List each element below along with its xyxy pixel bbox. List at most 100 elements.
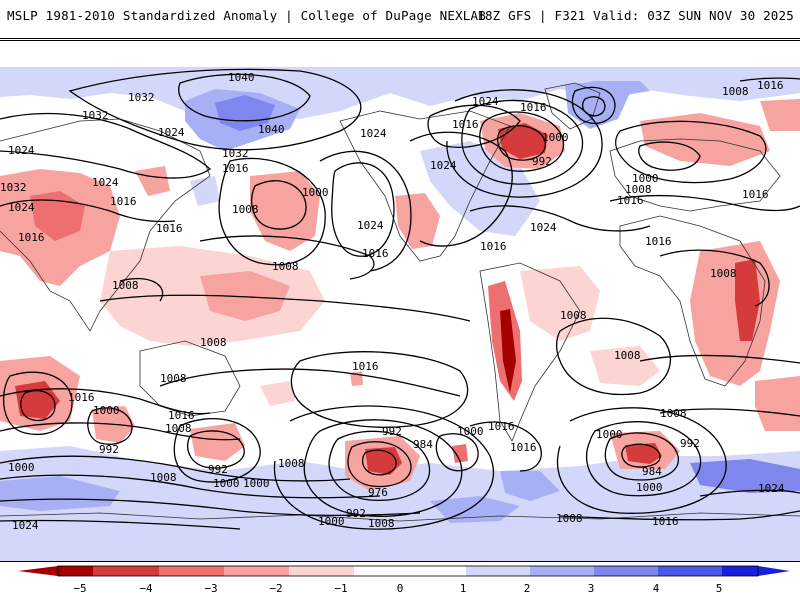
- negative-anomaly-fields: [0, 99, 800, 491]
- isobar-label: 1008: [710, 267, 737, 280]
- isobar-labels: 1040 1032 1032 1024 1040 1032 1016 1024 …: [0, 71, 785, 532]
- colorbar-segment: [466, 566, 530, 576]
- colorbar-segment: [58, 566, 93, 576]
- isobar-1008-equatorial-pacific: [99, 294, 471, 322]
- isobar-1016-mid-pacific: [199, 235, 375, 280]
- isobar-label: 1016: [480, 240, 507, 253]
- isobar-1024-atlantic: [469, 205, 651, 232]
- anomaly-map: 1040 1032 1032 1024 1040 1032 1016 1024 …: [0, 40, 800, 562]
- isobar-1032-greenland-high: [581, 96, 606, 117]
- isobar-1000-south-indian-low: [2, 371, 73, 435]
- isobar-label: 1008: [368, 517, 395, 530]
- isobar-1016-south-pacific-high: [290, 351, 469, 428]
- colorbar: −5 −4 −3 −2 −1 0 1 2 3 4 5: [18, 565, 790, 595]
- isobar-label: 1008: [200, 336, 227, 349]
- isobar-label: 1008: [272, 260, 299, 273]
- isobar-label: 1040: [258, 123, 285, 136]
- colorbar-segment: [354, 566, 466, 576]
- negative-anomaly-andes-core: [500, 309, 516, 393]
- isobar-1000-tasman: [173, 418, 261, 483]
- isobar-label: 1016: [488, 420, 515, 433]
- isobar-label: 1000: [213, 477, 240, 490]
- isobar-label: 1016: [645, 235, 672, 248]
- isobar-1008-south-indian-east: [659, 408, 800, 417]
- negative-anomaly-tasman: [190, 423, 245, 461]
- isobar-label: 1016: [18, 231, 45, 244]
- colorbar-tick: 1: [460, 582, 467, 595]
- isobar-label: 1016: [617, 194, 644, 207]
- coastline-africa: [619, 215, 766, 387]
- colorbar-tick: −4: [139, 582, 153, 595]
- negative-anomaly-europe: [640, 113, 770, 166]
- isobar-label: 1024: [357, 219, 384, 232]
- negative-anomaly-south-atlantic-low-core: [625, 443, 662, 464]
- map-canvas: 1040 1032 1032 1024 1040 1032 1016 1024 …: [0, 41, 800, 561]
- positive-anomaly-southern-ocean: [0, 446, 800, 561]
- coastline-antarctica: [0, 512, 800, 522]
- isobar-1024-southern-west: [0, 519, 241, 530]
- isobar-label: 1000: [243, 477, 270, 490]
- isobar-1024-east-pacific-high: [331, 162, 395, 257]
- model-run-info: 18Z GFS | F321 Valid: 03Z SUN NOV 30 202…: [477, 8, 794, 23]
- colorbar-arrow-left: [18, 566, 58, 576]
- coastline-australia: [139, 340, 241, 417]
- coastline-north-america: [339, 110, 511, 262]
- isobar-1008-atlantic-low: [461, 99, 584, 185]
- colorbar-tick: 5: [716, 582, 723, 595]
- positive-anomaly-east-siberia-small: [190, 176, 220, 206]
- isobar-1016-south-america-south: [469, 421, 542, 472]
- isobar-1008-africa: [659, 249, 770, 307]
- negative-anomaly-africa-east-core: [735, 259, 760, 341]
- isobar-label: 1008: [560, 309, 587, 322]
- isobar-1008-pacific-low: [273, 405, 495, 530]
- colorbar-tick: 3: [588, 582, 595, 595]
- isobar-label: 1000: [542, 131, 569, 144]
- isobar-label: 1024: [8, 201, 35, 214]
- isobar-1000-southern-west: [0, 455, 351, 482]
- isobar-1000-atlantic-low: [479, 111, 565, 172]
- isobar-1016-asia: [0, 199, 176, 223]
- negative-anomaly-east-pacific-west: [260, 381, 295, 406]
- isobar-992-atlantic-low: [497, 125, 546, 161]
- isobar-label: 1008: [232, 203, 259, 216]
- isobar-992-pacific-low: [328, 430, 431, 502]
- isobar-1008-atlantic-low-south: [556, 407, 727, 514]
- isobar-label: 1000: [636, 481, 663, 494]
- positive-anomaly-south-america-south: [500, 471, 560, 501]
- negative-anomaly-japan: [135, 166, 170, 196]
- isobar-label: 1024: [430, 159, 457, 172]
- isobar-label: 1024: [158, 126, 185, 139]
- isobar-1008-south-indian: [0, 422, 241, 441]
- isobar-label: 1016: [742, 188, 769, 201]
- isobar-label: 992: [346, 507, 366, 520]
- isobars: [0, 68, 800, 530]
- isobar-label: 1024: [758, 482, 785, 495]
- isobar-label: 1016: [352, 360, 379, 373]
- isobar-label: 992: [532, 155, 552, 168]
- header-bar: MSLP 1981-2010 Standardized Anomaly | Co…: [0, 0, 800, 39]
- isobar-label: 1016: [168, 409, 195, 422]
- isobar-label: 1016: [156, 222, 183, 235]
- isobar-1000-australia-south: [87, 407, 133, 445]
- coastline-south-america: [479, 262, 581, 442]
- isobar-label: 976: [368, 486, 388, 499]
- isobar-label: 1000: [457, 425, 484, 438]
- colorbar-segment: [224, 566, 289, 576]
- isobar-1000-pacific-low: [303, 419, 463, 517]
- isobar-1016-east-pacific: [319, 150, 412, 272]
- colorbar-tick: −5: [73, 582, 86, 595]
- isobar-label: 1008: [150, 471, 177, 484]
- isobar-1016-atlantic-low: [446, 89, 603, 198]
- isobar-1024-south-atlantic-south: [699, 489, 800, 497]
- isobar-label: 1000: [93, 404, 120, 417]
- colorbar-arrow-right: [758, 566, 790, 576]
- colorbar-tick: −3: [204, 582, 217, 595]
- colorbar-segment: [658, 566, 722, 576]
- isobar-976-pacific-low: [362, 449, 397, 476]
- isobar-label: 1000: [302, 186, 329, 199]
- isobar-label: 1008: [556, 512, 583, 525]
- isobar-label: 1008: [614, 349, 641, 362]
- isobar-label: 1008: [165, 422, 192, 435]
- negative-anomaly-north-atlantic-core: [498, 123, 548, 159]
- positive-anomaly-greenland: [565, 81, 630, 129]
